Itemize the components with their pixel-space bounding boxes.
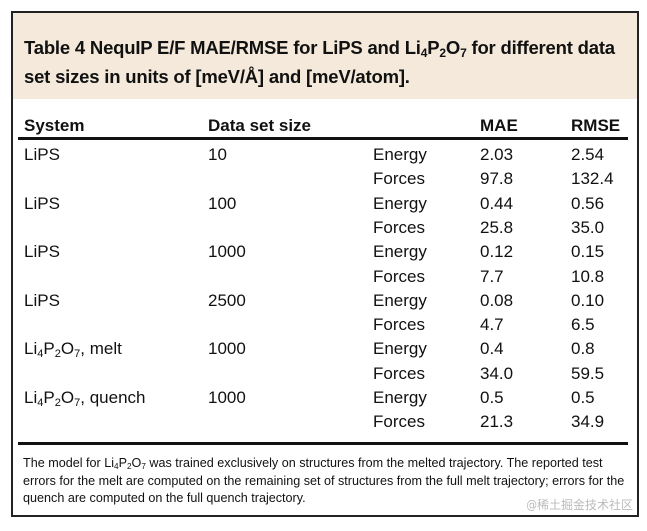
row-energy-rmse: 0.56 bbox=[571, 193, 605, 213]
row-system: Li4P2O7, quench bbox=[24, 388, 146, 409]
row-energy-label: Energy bbox=[373, 290, 427, 310]
row-size: 1000 bbox=[208, 388, 246, 407]
caption-text: Table 4 NequIP E/F MAE/RMSE for LiPS and… bbox=[24, 33, 624, 91]
row-forces-mae: 97.8 bbox=[480, 169, 514, 189]
caption-prefix: Table 4 NequIP E/F MAE/RMSE for LiPS and bbox=[24, 37, 405, 58]
row-system: LiPS bbox=[24, 145, 60, 164]
row-forces-label: Forces bbox=[373, 266, 425, 286]
footnote-prefix: The model for bbox=[23, 456, 105, 470]
row-forces-mae: 25.8 bbox=[480, 217, 514, 237]
row-forces-rmse: 59.5 bbox=[571, 363, 605, 383]
row-forces-label: Forces bbox=[373, 315, 425, 335]
row-system: LiPS bbox=[24, 290, 60, 310]
row-size: 100 bbox=[208, 193, 237, 213]
row-forces-mae: 21.3 bbox=[480, 412, 514, 432]
table-caption: Table 4 NequIP E/F MAE/RMSE for LiPS and… bbox=[13, 13, 637, 99]
caption-suffix: for different data set sizes in units of… bbox=[24, 37, 615, 87]
row-energy-label: Energy bbox=[373, 145, 427, 164]
table-frame: Table 4 NequIP E/F MAE/RMSE for LiPS and… bbox=[11, 11, 639, 517]
row-forces-mae: 34.0 bbox=[480, 363, 514, 383]
row-forces-label: Forces bbox=[373, 412, 425, 432]
header-rule bbox=[18, 137, 628, 140]
caption-formula: Li4P2O7 bbox=[404, 37, 467, 60]
footnote-suffix: was trained exclusively on structures fr… bbox=[23, 456, 625, 505]
row-energy-label: Energy bbox=[373, 193, 427, 213]
row-forces-label: Forces bbox=[373, 217, 425, 237]
row-forces-label: Forces bbox=[373, 363, 425, 383]
footnote-formula: Li4P2O7 bbox=[104, 456, 146, 472]
row-size: 10 bbox=[208, 145, 227, 164]
table-footnote: The model for Li4P2O7 was trained exclus… bbox=[23, 455, 633, 508]
bottom-rule bbox=[18, 442, 628, 445]
row-forces-rmse: 132.4 bbox=[571, 169, 614, 189]
row-size: 1000 bbox=[208, 242, 246, 262]
row-energy-label: Energy bbox=[373, 242, 427, 262]
row-energy-mae: 2.03 bbox=[480, 145, 514, 164]
row-forces-label: Forces bbox=[373, 169, 425, 189]
row-system: Li4P2O7, melt bbox=[24, 339, 122, 361]
row-energy-label: Energy bbox=[373, 388, 427, 407]
row-forces-mae: 4.7 bbox=[480, 315, 504, 335]
header-size: Data set size bbox=[208, 116, 311, 135]
row-forces-mae: 7.7 bbox=[480, 266, 504, 286]
row-energy-mae: 0.12 bbox=[480, 242, 514, 262]
row-energy-rmse: 0.5 bbox=[571, 388, 595, 407]
row-energy-mae: 0.4 bbox=[480, 339, 504, 359]
header-mae: MAE bbox=[480, 116, 518, 135]
row-energy-mae: 0.44 bbox=[480, 193, 514, 213]
row-forces-rmse: 10.8 bbox=[571, 266, 605, 286]
row-energy-mae: 0.5 bbox=[480, 388, 504, 407]
row-forces-rmse: 34.9 bbox=[571, 412, 605, 432]
row-forces-rmse: 6.5 bbox=[571, 315, 595, 335]
row-energy-rmse: 0.15 bbox=[571, 242, 605, 262]
header-rmse: RMSE bbox=[571, 116, 621, 135]
row-energy-rmse: 2.54 bbox=[571, 145, 605, 164]
row-forces-rmse: 35.0 bbox=[571, 217, 605, 237]
row-system: LiPS bbox=[24, 193, 60, 213]
watermark: @稀土掘金技术社区 bbox=[526, 498, 633, 512]
row-energy-mae: 0.08 bbox=[480, 290, 514, 310]
row-energy-label: Energy bbox=[373, 339, 427, 359]
row-size: 2500 bbox=[208, 290, 246, 310]
row-size: 1000 bbox=[208, 339, 246, 359]
row-energy-rmse: 0.10 bbox=[571, 290, 605, 310]
row-energy-rmse: 0.8 bbox=[571, 339, 595, 359]
row-system: LiPS bbox=[24, 242, 60, 262]
header-system: System bbox=[24, 116, 85, 135]
